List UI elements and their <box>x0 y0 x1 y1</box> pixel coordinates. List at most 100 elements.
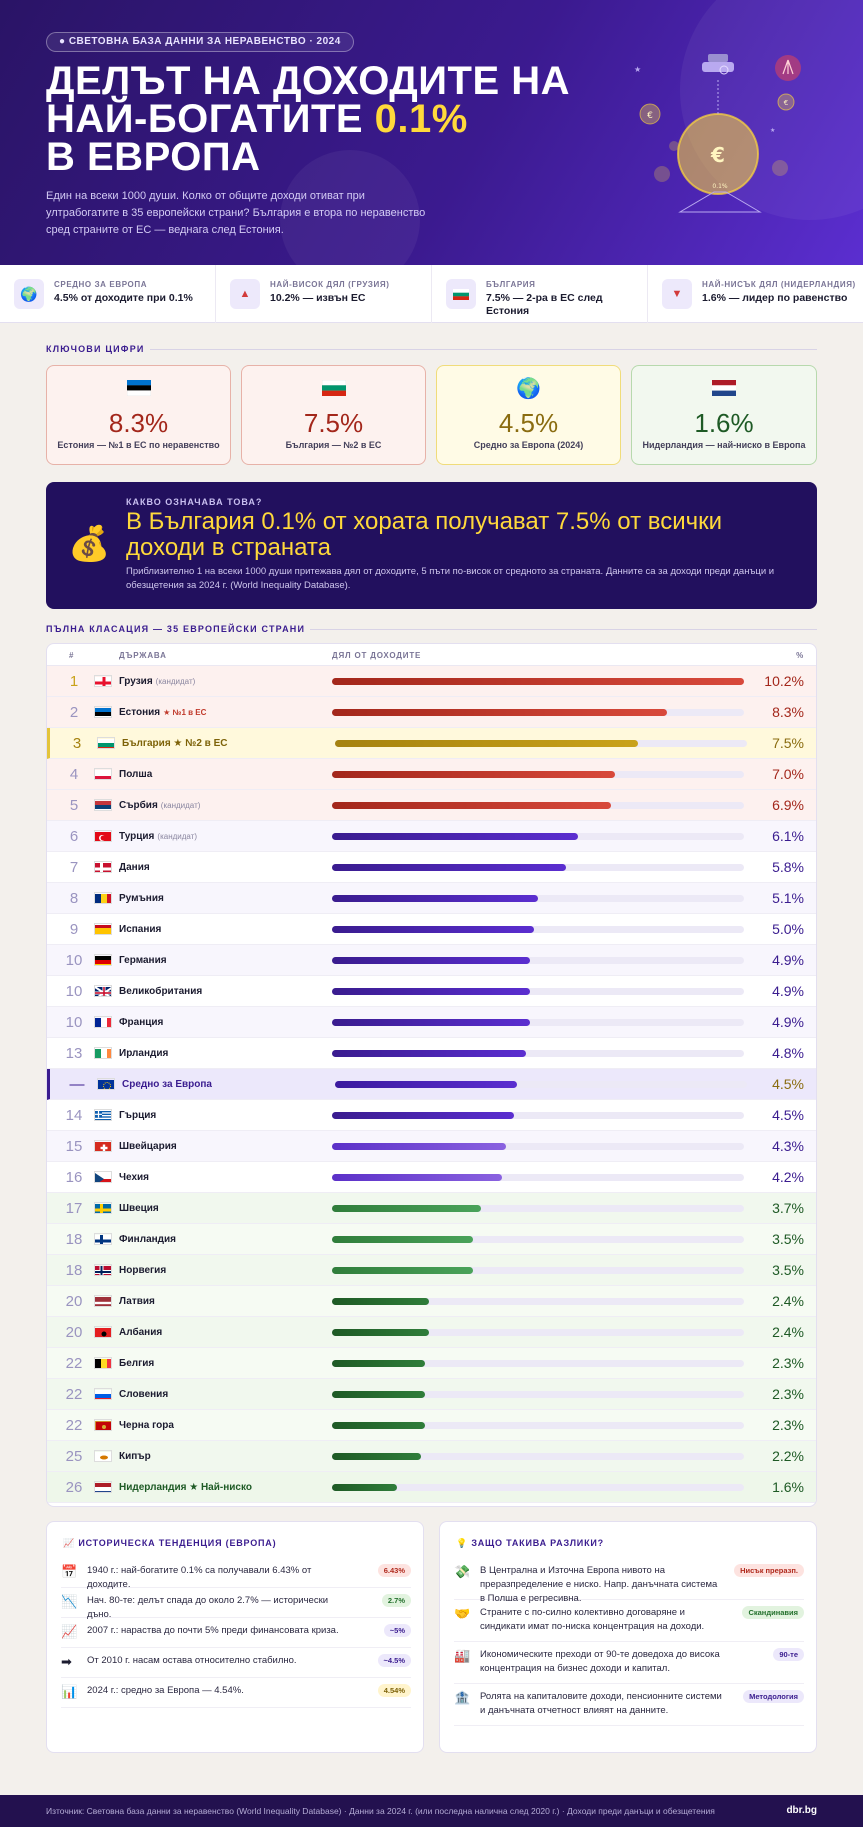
divider <box>150 349 817 350</box>
divider <box>310 629 817 630</box>
bar-czech <box>332 1174 502 1181</box>
table-row: 17 Швеция 3.7% <box>47 1193 816 1224</box>
key-caption: Естония — №1 в ЕС по неравенство <box>57 440 220 450</box>
col-rank: # <box>69 651 75 660</box>
flag-serbia-icon <box>94 799 112 811</box>
bar-track <box>332 1112 744 1119</box>
table-header: # ДЪРЖАВА ДЯЛ ОТ ДОХОДИТЕ % <box>47 644 816 666</box>
bar-track <box>332 1329 744 1336</box>
country-name: България ★ №2 в ЕС <box>122 738 228 749</box>
value-label: 1.6% <box>772 1479 804 1495</box>
svg-text:€: € <box>710 143 725 167</box>
title-highlight: 0.1% <box>374 97 468 141</box>
value-label: 2.3% <box>772 1355 804 1371</box>
country-name: Ирландия <box>119 1048 169 1059</box>
value-label: 4.5% <box>772 1076 804 1092</box>
flag-france-icon <box>94 1016 112 1028</box>
stat-value: 10.2% — извън ЕС <box>270 292 366 304</box>
row-rank: 7 <box>69 859 79 876</box>
bar-track <box>332 1453 744 1460</box>
row-rank: 14 <box>65 1107 83 1124</box>
item-badge: 90-те <box>773 1648 804 1661</box>
arrow-right-icon: ➡ <box>61 1654 72 1669</box>
row-rank: 10 <box>65 952 83 969</box>
bar-track <box>332 1050 744 1057</box>
item-text: От 2010 г. насам остава относително стаб… <box>87 1655 297 1666</box>
svg-text:★: ★ <box>634 65 641 74</box>
table-row: 14 Гърция 4.5% <box>47 1100 816 1131</box>
table-row: 15 Швейцария 4.3% <box>47 1131 816 1162</box>
table-row: 6 Турция (кандидат) 6.1% <box>47 821 816 852</box>
bar-georgia <box>332 678 744 685</box>
flag-montenegro-icon <box>94 1419 112 1431</box>
chart-down-icon: 📉 <box>61 1594 78 1609</box>
page-title: ДЕЛЪТ НА ДОХОДИТЕ НА НАЙ-БОГАТИТЕ 0.1% В… <box>46 61 606 177</box>
stat-label: НАЙ-ВИСОК ДЯЛ (ГРУЗИЯ) <box>270 280 390 289</box>
row-rank: 17 <box>65 1200 83 1217</box>
table-row: 10 Франция 4.9% <box>47 1007 816 1038</box>
bank-icon: 🏦 <box>454 1690 471 1705</box>
key-caption: Нидерландия — най-ниско в Европа <box>642 440 806 450</box>
table-row: 5 Сърбия (кандидат) 6.9% <box>47 790 816 821</box>
bar-latvia <box>332 1298 429 1305</box>
bar-track <box>332 957 744 964</box>
bar-track <box>332 1360 744 1367</box>
bar-cyprus <box>332 1453 421 1460</box>
meaning-banner: 💰 КАКВО ОЗНАЧАВА ТОВА? В България 0.1% о… <box>46 482 817 609</box>
country-name: Франция <box>119 1017 164 1028</box>
table-row: 2 Естония ★ №1 в ЕС 8.3% <box>47 697 816 728</box>
value-label: 7.5% <box>772 735 804 751</box>
key-card-bulgaria: 7.5% България — №2 в ЕС <box>241 365 426 465</box>
bar-track <box>332 1019 744 1026</box>
item-text: 2024 г.: средно за Европа — 4.54%. <box>87 1685 244 1696</box>
country-name: Албания <box>119 1327 163 1338</box>
bar-track <box>332 678 744 685</box>
country-name: Германия <box>119 955 167 966</box>
svg-text:€: € <box>647 111 653 121</box>
item-badge: Нисък преразп. <box>734 1564 804 1577</box>
flag-albania-icon <box>94 1326 112 1338</box>
country-name: Гърция <box>119 1110 157 1121</box>
table-row: 22 Словения 2.3% <box>47 1379 816 1410</box>
flag-netherlands-icon <box>632 380 816 401</box>
bar-track <box>332 1205 744 1212</box>
globe-icon: 🌍 <box>14 279 44 309</box>
country-name: Румъния <box>119 893 164 904</box>
bar-track <box>332 1391 744 1398</box>
country-name: Черна гора <box>119 1420 174 1431</box>
hero-lead: Един на всеки 1000 души. Колко от общите… <box>46 190 426 236</box>
panel-item: 📉 Нач. 80-те: делът спада до около 2.7% —… <box>61 1594 411 1620</box>
flag-greece-icon <box>94 1109 112 1121</box>
value-label: 4.2% <box>772 1169 804 1185</box>
country-name: Испания <box>119 924 162 935</box>
country-name: Нидерландия ★ Най-ниско <box>119 1482 252 1493</box>
flag-bulgaria-icon <box>97 737 115 749</box>
bar-germany <box>332 957 530 964</box>
value-label: 4.5% <box>772 1107 804 1123</box>
country-name: Норвегия <box>119 1265 167 1276</box>
value-label: 6.9% <box>772 797 804 813</box>
table-row: 4 Полша 7.0% <box>47 759 816 790</box>
flag-turkey-icon <box>94 830 112 842</box>
table-row: 22 Черна гора 2.3% <box>47 1410 816 1441</box>
country-name: Латвия <box>119 1296 155 1307</box>
bar-track <box>335 1081 747 1088</box>
ranking-table: # ДЪРЖАВА ДЯЛ ОТ ДОХОДИТЕ % 1 Грузия (канд… <box>46 643 817 1507</box>
flag-slovenia-icon <box>94 1388 112 1400</box>
row-rank: 22 <box>65 1386 83 1403</box>
key-value: 7.5% <box>303 408 364 438</box>
footer-brand[interactable]: dbr.bg <box>786 1805 817 1816</box>
banner-kicker: КАКВО ОЗНАЧАВА ТОВА? <box>126 497 263 507</box>
bar-spain <box>332 926 534 933</box>
table-row: 20 Латвия 2.4% <box>47 1286 816 1317</box>
globe-icon: 🌍 <box>516 378 541 400</box>
value-label: 4.3% <box>772 1138 804 1154</box>
flag-romania-icon <box>94 892 112 904</box>
flag-ireland-icon <box>94 1047 112 1059</box>
row-rank: 13 <box>65 1045 83 1062</box>
panel-item: 💸 В Централна и Източна Европа нивото на … <box>454 1564 804 1604</box>
flag-georgia-icon <box>94 675 112 687</box>
key-value: 4.5% <box>498 408 559 438</box>
row-rank: — <box>69 1076 85 1093</box>
bar-track <box>332 1422 744 1429</box>
